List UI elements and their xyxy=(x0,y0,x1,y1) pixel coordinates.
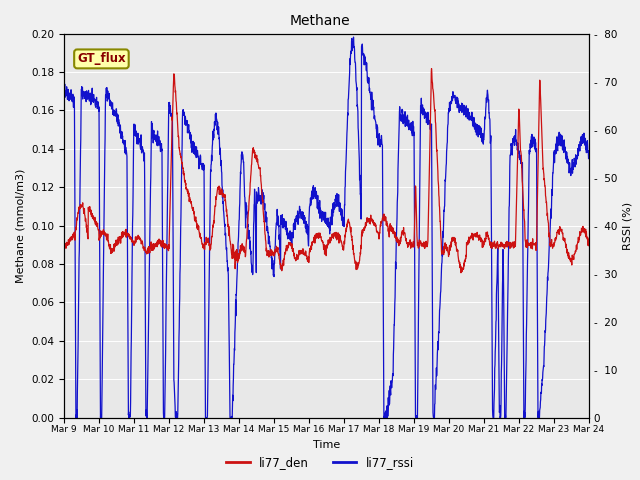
Y-axis label: Methane (mmol/m3): Methane (mmol/m3) xyxy=(15,168,26,283)
Y-axis label: RSSI (%): RSSI (%) xyxy=(623,202,632,250)
X-axis label: Time: Time xyxy=(313,440,340,450)
Legend: li77_den, li77_rssi: li77_den, li77_rssi xyxy=(221,452,419,474)
Text: Methane: Methane xyxy=(290,14,350,28)
Text: GT_flux: GT_flux xyxy=(77,52,125,65)
